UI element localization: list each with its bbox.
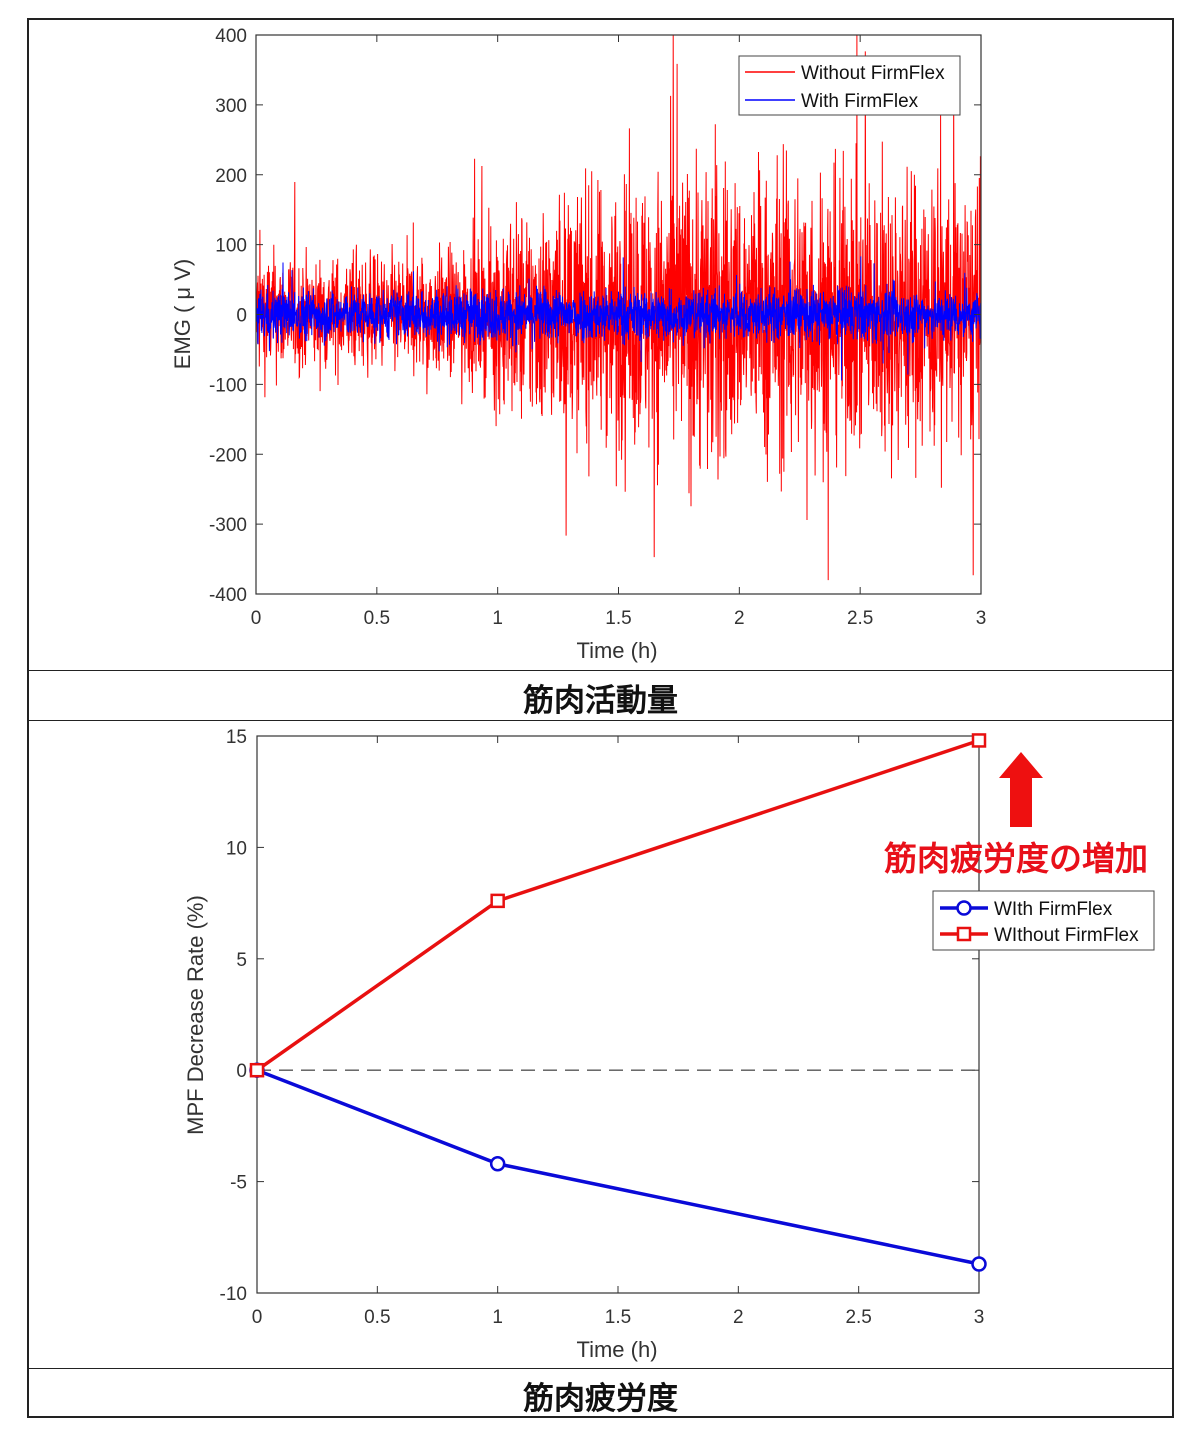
emg-x-tick-label: 1.5 — [605, 608, 631, 629]
caption-muscle-activity: 筋肉活動量 — [523, 683, 678, 719]
mpf-y-tick-label: 10 — [226, 838, 247, 859]
emg-x-tick-label: 2.5 — [847, 608, 873, 629]
emg-legend-without: Without FirmFlex — [801, 63, 945, 84]
divider-top-caption-above — [27, 670, 1174, 671]
emg-legend-box — [738, 55, 961, 116]
mpf-y-tick-label: -10 — [220, 1284, 247, 1305]
emg-series-line-1 — [255, 256, 982, 381]
emg-x-tick-label: 0.5 — [364, 608, 390, 629]
mpf-x-tick-label: 0 — [252, 1307, 263, 1328]
fatigue-increase-text: 筋肉疲労度の増加 — [884, 839, 1148, 878]
mpf-legend-with: WIth FirmFlex — [994, 899, 1113, 920]
caption-muscle-fatigue: 筋肉疲労度 — [523, 1381, 678, 1417]
mpf-point-circle — [489, 1156, 506, 1172]
emg-ticks: 0 0.5 1 1.5 2 2.5 3 400 300 200 100 0 -100 -200 -300 -4… — [209, 26, 986, 629]
mpf-legend-without: WIthout FirmFlex — [994, 925, 1139, 946]
figure-frame — [27, 18, 1174, 1418]
mpf-x-tick-label: 2.5 — [845, 1307, 871, 1328]
mpf-y-tick-label: 5 — [236, 950, 247, 971]
emg-y-tick-label: 100 — [215, 236, 247, 257]
mpf-x-tick-label: 3 — [974, 1307, 985, 1328]
emg-x-tick-label: 1 — [492, 608, 503, 629]
mpf-y-tick-label: 15 — [226, 727, 247, 748]
emg-y-tick-label: 200 — [215, 166, 247, 187]
emg-legend-with: With FirmFlex — [801, 91, 919, 112]
mpf-point-square — [249, 1062, 265, 1078]
emg-chart: 0 0.5 1 1.5 2 2.5 3 400 300 200 100 0 -100 -200 -300 -4… — [170, 26, 986, 663]
emg-y-tick-label: 0 — [236, 306, 247, 327]
mpf-legend: WIth FirmFlex WIthout FirmFlex — [932, 890, 1155, 951]
mpf-legend-marker-with — [956, 900, 972, 916]
mpf-point-square — [490, 893, 505, 909]
mpf-ticks: 0 0.5 1 1.5 2 2.5 3 15 10 5 0 -5 -10 — [220, 727, 985, 1328]
emg-y-axis-label: EMG ( μ V) — [170, 259, 195, 369]
emg-y-tick-label: 300 — [215, 96, 247, 117]
divider-bottom-caption-above — [27, 1368, 1174, 1369]
emg-legend: Without FirmFlex With FirmFlex — [738, 55, 961, 116]
emg-y-tick-label: -100 — [209, 375, 247, 396]
mpf-x-tick-label: 1.5 — [605, 1307, 631, 1328]
mpf-x-axis-label: Time (h) — [576, 1337, 657, 1362]
mpf-y-tick-label: -5 — [230, 1173, 247, 1194]
mpf-chart: 0 0.5 1 1.5 2 2.5 3 15 10 5 0 -5 -10 Time (h) MPF De… — [183, 727, 1155, 1362]
emg-y-tick-label: 400 — [215, 26, 247, 47]
emg-x-tick-label: 2 — [734, 608, 745, 629]
mpf-x-tick-label: 0.5 — [364, 1307, 390, 1328]
divider-top-caption-below — [27, 720, 1174, 721]
mpf-x-tick-label: 1 — [492, 1307, 503, 1328]
emg-x-tick-label: 0 — [251, 608, 262, 629]
mpf-legend-marker-without — [956, 926, 972, 942]
mpf-x-tick-label: 2 — [733, 1307, 744, 1328]
mpf-series — [249, 733, 987, 1272]
emg-plot-area — [255, 34, 982, 581]
fatigue-increase-annotation: 筋肉疲労度の増加 — [884, 752, 1148, 878]
mpf-point-circle — [971, 1256, 987, 1272]
emg-y-tick-label: -300 — [209, 515, 247, 536]
mpf-y-axis-label: MPF Decrease Rate (%) — [183, 895, 208, 1135]
emg-y-tick-label: -200 — [209, 445, 247, 466]
emg-x-axis-label: Time (h) — [576, 638, 657, 663]
emg-x-tick-label: 3 — [976, 608, 987, 629]
emg-y-tick-label: -400 — [209, 585, 247, 606]
mpf-y-tick-label: 0 — [236, 1061, 247, 1082]
mpf-point-square — [971, 733, 987, 748]
mpf-axes-box — [256, 735, 980, 1294]
up-arrow-icon — [999, 752, 1043, 827]
